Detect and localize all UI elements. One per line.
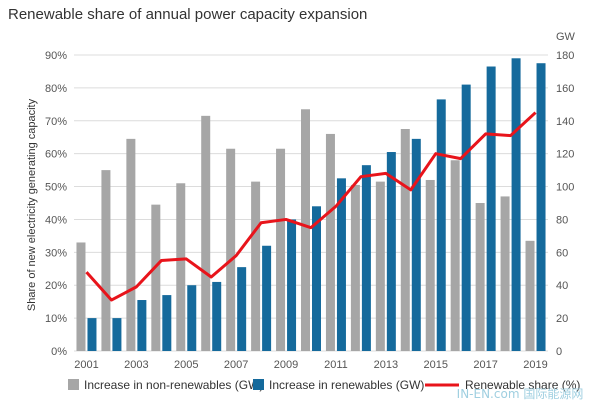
bar-renewables bbox=[336, 178, 346, 351]
share-line bbox=[85, 111, 537, 302]
bar-non-renewables bbox=[425, 179, 435, 351]
legend-swatch bbox=[253, 379, 264, 390]
right-tick-label: 80 bbox=[556, 214, 568, 226]
bar-non-renewables bbox=[525, 240, 535, 351]
right-tick-label: 180 bbox=[556, 50, 574, 62]
bar-non-renewables bbox=[450, 160, 460, 351]
bar-non-renewables bbox=[350, 184, 360, 351]
legend-label: Increase in non-renewables (GW) bbox=[84, 378, 263, 392]
bar-non-renewables bbox=[151, 204, 161, 351]
legend-swatch bbox=[68, 379, 79, 390]
bar-non-renewables bbox=[276, 148, 286, 351]
left-tick-label: 80% bbox=[45, 83, 67, 95]
right-tick-label: 140 bbox=[556, 116, 574, 128]
left-tick-label: 90% bbox=[45, 50, 67, 62]
left-tick-label: 50% bbox=[45, 182, 67, 194]
x-tick-label: 2007 bbox=[224, 359, 248, 371]
x-tick-label: 2005 bbox=[174, 359, 198, 371]
watermark: IN-EN.com 国际能源网 bbox=[457, 387, 584, 401]
bar-renewables bbox=[137, 300, 147, 351]
bar-non-renewables bbox=[301, 109, 310, 352]
bar-renewables bbox=[486, 66, 496, 351]
left-tick-label: 60% bbox=[45, 149, 67, 161]
right-tick-label: 0 bbox=[556, 346, 562, 358]
left-tick-label: 70% bbox=[45, 116, 67, 128]
right-tick-label: 160 bbox=[556, 83, 574, 95]
x-tick-label: 2019 bbox=[523, 359, 547, 371]
bar-non-renewables bbox=[400, 129, 410, 351]
x-axis-ticks: 2001 2003 2005 2007 2009 2011 2013 2015 2017 2019 bbox=[74, 359, 548, 371]
bar-non-renewables bbox=[475, 203, 485, 351]
x-tick-label: 2017 bbox=[473, 359, 497, 371]
bar-renewables bbox=[511, 58, 521, 352]
bar-non-renewables bbox=[101, 170, 111, 351]
bar-renewables bbox=[262, 245, 272, 351]
left-tick-label: 0% bbox=[51, 346, 67, 358]
bar-non-renewables bbox=[251, 181, 261, 351]
right-axis-ticks: 0 20 40 60 80 100 120 140 160 180 bbox=[556, 50, 574, 358]
chart-title: Renewable share of annual power capacity… bbox=[8, 6, 367, 23]
x-tick-label: 2015 bbox=[423, 359, 447, 371]
left-axis-ticks: 0% 10% 20% 30% 40% 50% 60% 70% 80% 90% bbox=[45, 50, 67, 358]
x-tick-label: 2013 bbox=[374, 359, 398, 371]
legend-label: Renewable share (%) bbox=[465, 378, 580, 392]
right-tick-label: 40 bbox=[556, 280, 568, 292]
x-tick-label: 2003 bbox=[124, 359, 148, 371]
renewable-share-line bbox=[85, 111, 537, 302]
bar-renewables bbox=[436, 99, 446, 352]
left-axis-label: Share of new electricity generating capa… bbox=[26, 98, 38, 311]
bars bbox=[76, 58, 546, 352]
bar-renewables bbox=[212, 281, 222, 351]
bar-non-renewables bbox=[226, 148, 236, 351]
bar-renewables bbox=[187, 285, 197, 351]
x-tick-label: 2011 bbox=[324, 359, 348, 371]
bar-renewables bbox=[461, 84, 471, 351]
bar-renewables bbox=[287, 219, 297, 351]
bar-renewables bbox=[361, 165, 371, 351]
x-tick-label: 2001 bbox=[74, 359, 98, 371]
right-tick-label: 20 bbox=[556, 313, 568, 325]
right-tick-label: 120 bbox=[556, 149, 574, 161]
bar-renewables bbox=[386, 152, 396, 351]
bar-non-renewables bbox=[176, 183, 186, 351]
bar-non-renewables bbox=[325, 133, 335, 351]
right-tick-label: 100 bbox=[556, 182, 574, 194]
left-tick-label: 20% bbox=[45, 280, 67, 292]
bar-renewables bbox=[87, 318, 97, 351]
bar-renewables bbox=[162, 295, 172, 351]
legend-label: Increase in renewables (GW) bbox=[269, 378, 424, 392]
bar-renewables bbox=[237, 267, 247, 351]
bar-renewables bbox=[536, 63, 546, 351]
right-axis-unit: GW bbox=[556, 31, 576, 43]
bar-non-renewables bbox=[201, 115, 211, 351]
bar-non-renewables bbox=[500, 196, 510, 351]
bar-non-renewables bbox=[375, 181, 385, 351]
left-tick-label: 30% bbox=[45, 247, 67, 259]
bar-non-renewables bbox=[76, 242, 86, 351]
bar-renewables bbox=[411, 138, 421, 351]
legend: Increase in non-renewables (GW) Increase … bbox=[68, 378, 580, 392]
right-tick-label: 60 bbox=[556, 247, 568, 259]
x-tick-label: 2009 bbox=[274, 359, 298, 371]
left-tick-label: 40% bbox=[45, 214, 67, 226]
bar-renewables bbox=[312, 206, 321, 351]
bar-non-renewables bbox=[126, 138, 136, 351]
bar-renewables bbox=[112, 318, 122, 351]
left-tick-label: 10% bbox=[45, 313, 67, 325]
